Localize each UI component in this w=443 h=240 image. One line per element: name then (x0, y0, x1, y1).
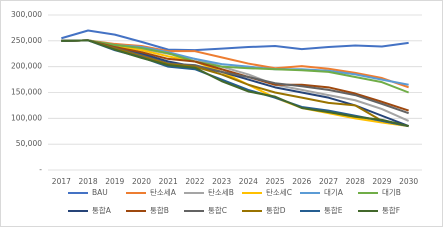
y-tick-label: 150,000 (11, 88, 42, 97)
x-tick-label: 2021 (159, 177, 178, 186)
legend-label: 대기A (324, 188, 344, 197)
series-line (61, 39, 409, 89)
y-tick-label: 50,000 (16, 139, 42, 148)
series-line (61, 39, 409, 112)
x-tick-label: 2018 (79, 177, 98, 186)
y-tick-label: 250,000 (11, 36, 42, 45)
y-tick-label: 200,000 (11, 62, 42, 71)
x-tick-label: 2026 (292, 177, 311, 186)
legend-label: BAU (92, 188, 108, 197)
legend-label: 통합A (92, 206, 112, 215)
legend-label: 대기B (382, 188, 401, 197)
x-tick-label: 2017 (52, 177, 71, 186)
x-tick-label: 2023 (212, 177, 231, 186)
legend-label: 탄소세A (150, 187, 177, 197)
legend-label: 통합E (324, 206, 343, 215)
chart: - 50,000 100,000 150,000 200,000 250,000 300,0… (0, 0, 443, 227)
series-line (61, 39, 409, 128)
legend-label: 탄소세B (208, 187, 234, 197)
legend-label: 탄소세C (266, 187, 292, 197)
x-tick-label: 2029 (372, 177, 391, 186)
series-line (61, 39, 410, 94)
x-tick-label: 2024 (239, 177, 258, 186)
legend-label: 통합B (150, 206, 169, 215)
y-tick-label: 100,000 (11, 113, 42, 122)
series-line (61, 39, 409, 128)
legend-label: 통합F (382, 206, 400, 215)
series-line (61, 29, 409, 52)
y-tick-label: 300,000 (11, 10, 42, 19)
y-tick-label: - (39, 165, 42, 174)
series-line (61, 39, 409, 128)
x-tick-label: 2020 (132, 177, 151, 186)
x-tick-label: 2022 (185, 177, 204, 186)
x-tick-label: 2030 (399, 177, 418, 186)
legend-label: 통합D (266, 206, 286, 215)
legend-label: 통합C (208, 206, 227, 215)
x-tick-label: 2019 (105, 177, 124, 186)
x-tick-label: 2025 (266, 177, 285, 186)
x-tick-label: 2028 (346, 177, 365, 186)
x-tick-label: 2027 (319, 177, 338, 186)
